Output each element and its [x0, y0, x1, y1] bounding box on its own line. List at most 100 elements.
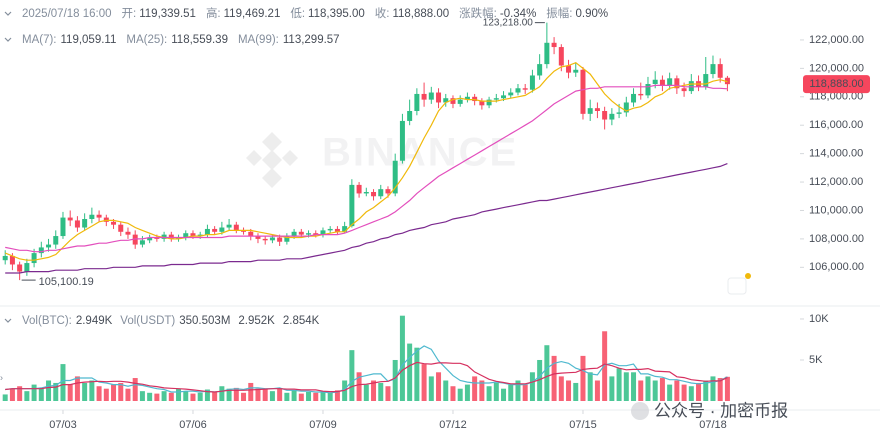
- ma-line: [5, 163, 728, 274]
- volume-bar: [407, 343, 413, 401]
- volume-bar: [443, 380, 449, 401]
- volume-bar: [306, 391, 312, 401]
- candle-body: [363, 192, 369, 194]
- candle-body: [197, 234, 203, 237]
- volume-bar: [537, 359, 543, 401]
- candle-body: [248, 231, 254, 237]
- volume-bar: [544, 345, 550, 401]
- header-label: 振幅:: [546, 6, 572, 20]
- candle-body: [226, 224, 232, 228]
- y-tick-label: 114,000.00: [809, 148, 863, 160]
- candle-body: [298, 231, 304, 235]
- candle-body: [241, 230, 247, 232]
- volume-bar: [428, 376, 434, 401]
- volume-bar: [38, 388, 44, 401]
- volume-bar: [356, 372, 362, 401]
- candle-body: [457, 99, 463, 104]
- volume-bar: [197, 392, 203, 401]
- volume-bar: [161, 391, 167, 401]
- ma-legend-value: 118,559.39: [171, 34, 228, 46]
- header-value: 118,395.00: [308, 8, 365, 20]
- header-value: 0.90%: [576, 8, 609, 20]
- candle-body: [645, 84, 651, 96]
- volume-bar: [580, 355, 586, 401]
- candle-body: [111, 221, 117, 225]
- volume-bar: [139, 391, 145, 401]
- volume-bar: [168, 392, 174, 401]
- ma-line: [4, 62, 728, 261]
- tool-badge: [745, 273, 751, 279]
- header-label: 低:: [290, 7, 305, 20]
- candle-body: [291, 231, 297, 237]
- volume-bar: [659, 378, 665, 401]
- candle-body: [67, 217, 73, 221]
- candle-body: [204, 228, 210, 235]
- candle-body: [233, 224, 239, 231]
- tool-button[interactable]: [727, 277, 747, 295]
- candle-body: [356, 184, 362, 194]
- volume-bar: [298, 393, 304, 401]
- volume-bar: [190, 393, 196, 401]
- candle-body: [450, 98, 456, 104]
- volume-bar: [9, 388, 15, 401]
- candle-body: [306, 233, 312, 235]
- y-tick-label: 108,000.00: [809, 233, 864, 245]
- vol-toggle[interactable]: [4, 318, 12, 323]
- volume-bar: [566, 380, 572, 401]
- candle-body: [392, 160, 398, 194]
- ma-legend-name: MA(7):: [22, 34, 57, 46]
- volume-bar: [269, 391, 275, 401]
- ma-legend-name: MA(99):: [238, 34, 279, 46]
- candle-body: [125, 231, 131, 235]
- header-value: -0.34%: [500, 8, 536, 20]
- volume-bar: [479, 380, 485, 401]
- volume-bar: [645, 376, 651, 401]
- volume-bar: [631, 372, 637, 401]
- volume-bar: [219, 386, 225, 401]
- candle-body: [428, 92, 434, 100]
- source-icon: [631, 402, 649, 420]
- volume-bar: [450, 386, 456, 401]
- volume-bar: [204, 389, 210, 401]
- candle-body: [558, 47, 564, 66]
- candle-body: [493, 98, 499, 100]
- volume-bar: [667, 384, 673, 401]
- vol-y-tick-label: 5K: [809, 354, 823, 366]
- header-value: 118,888.00: [392, 8, 449, 20]
- y-tick-label: 118,000.00: [809, 91, 863, 103]
- candle-body: [609, 113, 615, 120]
- header-value: 119,339.51: [139, 8, 196, 20]
- x-tick-label: 07/03: [49, 419, 77, 431]
- volume-bar: [320, 391, 326, 401]
- candle-body: [464, 96, 470, 100]
- high-annotation: 123,218.00: [483, 17, 533, 28]
- volume-bar: [602, 331, 608, 401]
- ma-legend-value: 119,059.11: [61, 34, 117, 46]
- header-label: 涨跌幅:: [459, 6, 497, 20]
- candle-body: [154, 237, 160, 239]
- candle-body: [623, 102, 629, 113]
- candle-body: [9, 255, 15, 265]
- volume-bar: [60, 364, 66, 401]
- candle-body: [674, 78, 680, 89]
- volume-bar: [349, 350, 355, 401]
- volume-bar: [421, 364, 427, 401]
- candle-body: [38, 247, 44, 254]
- candle-body: [349, 184, 355, 227]
- candle-body: [2, 255, 8, 261]
- volume-bar: [132, 378, 138, 401]
- volume-bar: [74, 376, 80, 401]
- candle-body: [414, 93, 420, 111]
- candle-body: [659, 79, 665, 86]
- ma-toggle[interactable]: [4, 37, 12, 42]
- candle-body: [544, 42, 550, 65]
- candle-body: [385, 189, 391, 194]
- candle-body: [277, 237, 283, 242]
- volume-bar: [414, 347, 420, 401]
- vol-legend-value: 350.503M: [179, 315, 230, 327]
- volume-bar: [623, 372, 629, 401]
- watermark-logo: [246, 132, 298, 188]
- volume-bar: [103, 388, 109, 401]
- header-toggle[interactable]: [4, 11, 12, 16]
- volume-bar: [674, 380, 680, 401]
